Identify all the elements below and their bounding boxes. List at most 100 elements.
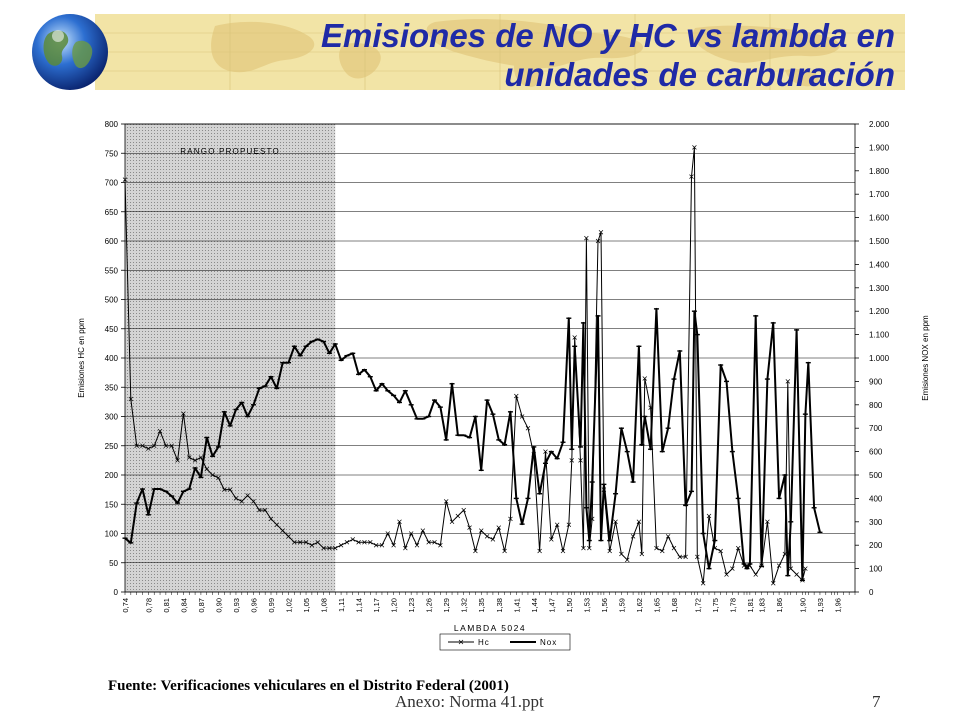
y2-tick-label: 1.000 (869, 354, 890, 363)
x-tick-label: 0,84 (179, 598, 188, 613)
y2-tick-label: 0 (869, 588, 874, 597)
point-hc (192, 458, 198, 463)
point-hc (222, 487, 227, 492)
point-hc (569, 458, 575, 463)
point-hc (204, 466, 210, 472)
point-hc (245, 493, 250, 498)
point-hc (560, 548, 566, 554)
x-tick-label: 1,83 (758, 598, 767, 613)
point-hc (408, 531, 414, 536)
point-hc (210, 472, 215, 478)
x-tick-label: 1,90 (798, 598, 807, 613)
y2-tick-label: 1.500 (869, 237, 890, 246)
point-hc (718, 548, 723, 554)
y-tick-label: 200 (105, 471, 119, 480)
y-tick-label: 100 (105, 530, 119, 539)
x-tick-label: 1,35 (477, 598, 486, 613)
point-hc (146, 446, 151, 451)
y2-tick-label: 1.600 (869, 214, 890, 223)
point-hc (297, 540, 303, 545)
point-hc (379, 542, 385, 548)
point-hc (414, 542, 420, 548)
x-tick-label: 1,59 (617, 598, 626, 613)
x-tick-label: 0,74 (121, 598, 130, 613)
x-tick-label: 0,93 (232, 598, 241, 613)
y-tick-label: 700 (105, 179, 119, 188)
point-hc (753, 572, 758, 577)
y-tick-label: 800 (105, 120, 119, 129)
point-hc (788, 566, 794, 571)
point-hc (432, 540, 437, 545)
point-hc (508, 516, 513, 522)
y2-tick-label: 200 (869, 541, 883, 550)
x-tick-label: 1,75 (711, 598, 720, 613)
y-tick-label: 250 (105, 442, 119, 451)
point-hc (356, 540, 361, 545)
y2-tick-label: 900 (869, 377, 883, 386)
y-tick-label: 150 (105, 500, 119, 509)
point-hc (543, 449, 548, 454)
point-hc (478, 528, 484, 533)
legend-marker-hc (458, 639, 464, 645)
x-axis-label: LAMBDA 5024 (454, 623, 526, 633)
y2-tick-label: 1.400 (869, 260, 890, 269)
point-hc (467, 525, 472, 530)
point-hc (683, 554, 688, 560)
y-tick-label: 650 (105, 208, 119, 217)
y2-tick-label: 600 (869, 448, 883, 457)
x-tick-label: 1,29 (442, 598, 451, 613)
point-hc (549, 537, 554, 542)
point-hc (607, 548, 612, 554)
y-axis-right-label: Emisiones NOX en ppm (921, 315, 930, 401)
point-hc (303, 540, 309, 545)
point-hc (578, 458, 583, 463)
point-hc (566, 522, 572, 527)
point-hc (630, 534, 636, 539)
y2-tick-label: 1.900 (869, 143, 890, 152)
point-hc (803, 566, 808, 571)
point-hc (181, 411, 186, 416)
y-tick-label: 750 (105, 149, 119, 158)
x-tick-label: 1,65 (652, 598, 661, 613)
point-hc (186, 455, 192, 460)
point-hc (624, 557, 630, 563)
x-tick-label: 1,81 (746, 598, 755, 613)
point-hc (362, 540, 367, 545)
slide-title-line-2: unidades de carburación (504, 56, 895, 93)
point-hc (654, 545, 659, 551)
point-hc (169, 443, 174, 448)
point-hc (724, 572, 729, 577)
series-lines (122, 145, 823, 586)
point-hc (128, 396, 134, 402)
point-hc (455, 513, 461, 519)
point-hc (554, 522, 560, 527)
x-tick-label: 1,05 (302, 598, 311, 613)
point-hc (776, 563, 782, 568)
y-tick-label: 350 (105, 383, 119, 392)
point-hc (321, 545, 326, 551)
x-tick-label: 0,78 (144, 598, 153, 613)
x-tick-label: 1,50 (565, 598, 574, 613)
y2-tick-label: 1.100 (869, 331, 890, 340)
point-hc (198, 455, 204, 460)
globe-icon (32, 14, 108, 90)
point-hc (257, 507, 262, 513)
y-tick-label: 500 (105, 296, 119, 305)
point-hc (785, 379, 791, 384)
x-tick-label: 1,17 (372, 598, 381, 613)
x-tick-label: 1,23 (407, 598, 416, 613)
slide-title-line-1: Emisiones de NO y HC vs lambda en (320, 17, 895, 54)
point-hc (309, 542, 315, 548)
point-hc (397, 519, 402, 525)
title-banner (95, 14, 905, 90)
point-hc (233, 496, 239, 501)
y-tick-label: 0 (114, 588, 119, 597)
point-hc (350, 537, 356, 542)
shaded-region-label: RANGO PROPUESTO (180, 147, 280, 156)
x-tick-label: 0,90 (214, 598, 223, 613)
point-hc (373, 542, 379, 548)
point-hc (286, 534, 291, 539)
point-hc (765, 519, 770, 525)
point-hc (502, 548, 507, 554)
point-hc (280, 528, 285, 533)
